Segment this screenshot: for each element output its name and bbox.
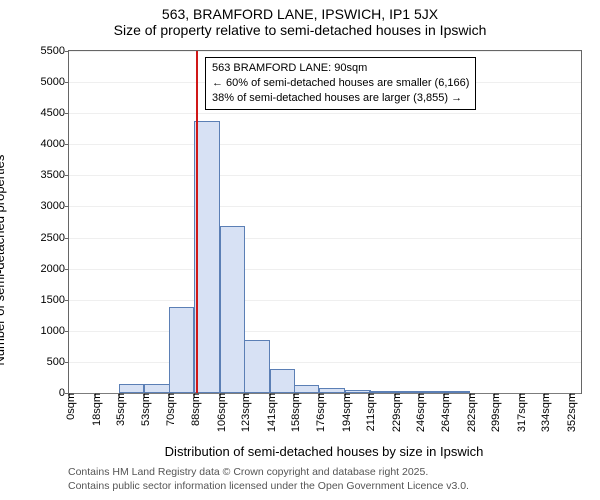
histogram-bar <box>444 391 470 393</box>
chart-container: 563, BRAMFORD LANE, IPSWICH, IP1 5JX Siz… <box>0 0 600 500</box>
xtick-label: 194sqm <box>337 393 353 432</box>
plot-area: 0500100015002000250030003500400045005000… <box>68 50 582 394</box>
histogram-bar <box>345 390 371 393</box>
histogram-bar <box>419 391 445 393</box>
xtick-label: 299sqm <box>486 393 502 432</box>
xtick-label: 106sqm <box>212 393 228 432</box>
xtick-label: 229sqm <box>387 393 403 432</box>
gridline <box>69 113 581 114</box>
annotation-box: 563 BRAMFORD LANE: 90sqm← 60% of semi-de… <box>205 57 476 110</box>
property-marker-line <box>196 51 198 393</box>
xtick-label: 88sqm <box>186 393 202 426</box>
gridline <box>69 238 581 239</box>
xtick-label: 352sqm <box>562 393 578 432</box>
ytick-label: 5500 <box>41 45 69 57</box>
xtick-label: 317sqm <box>512 393 528 432</box>
xtick-label: 334sqm <box>536 393 552 432</box>
histogram-bar <box>369 391 395 393</box>
gridline <box>69 331 581 332</box>
xtick-label: 35sqm <box>111 393 127 426</box>
chart-title-sub: Size of property relative to semi-detach… <box>0 22 600 42</box>
footer-line-2: Contains public sector information licen… <box>68 480 469 494</box>
ytick-label: 500 <box>47 356 69 368</box>
gridline <box>69 206 581 207</box>
histogram-bar <box>244 340 270 393</box>
histogram-bar <box>270 369 296 393</box>
xtick-label: 246sqm <box>411 393 427 432</box>
xtick-label: 123sqm <box>236 393 252 432</box>
histogram-bar <box>169 307 195 393</box>
histogram-bar <box>119 384 145 393</box>
xtick-label: 211sqm <box>361 393 377 431</box>
xtick-label: 158sqm <box>286 393 302 432</box>
ytick-label: 3000 <box>41 200 69 212</box>
xtick-label: 141sqm <box>262 393 278 432</box>
gridline <box>69 269 581 270</box>
gridline <box>69 144 581 145</box>
histogram-bar <box>319 388 345 393</box>
xtick-label: 176sqm <box>311 393 327 432</box>
ytick-label: 3500 <box>41 169 69 181</box>
gridline <box>69 51 581 52</box>
histogram-bar <box>144 384 170 393</box>
xtick-label: 0sqm <box>61 393 77 420</box>
xtick-label: 264sqm <box>436 393 452 432</box>
ytick-label: 1000 <box>41 325 69 337</box>
ytick-label: 4500 <box>41 107 69 119</box>
ytick-label: 1500 <box>41 294 69 306</box>
gridline <box>69 362 581 363</box>
annotation-line: 38% of semi-detached houses are larger (… <box>212 91 469 106</box>
histogram-bar <box>294 385 320 393</box>
histogram-bar <box>395 391 421 393</box>
ytick-label: 5000 <box>41 76 69 88</box>
ytick-label: 4000 <box>41 138 69 150</box>
xtick-label: 282sqm <box>462 393 478 432</box>
chart-title-main: 563, BRAMFORD LANE, IPSWICH, IP1 5JX <box>0 0 600 22</box>
histogram-bar <box>220 226 246 393</box>
gridline <box>69 300 581 301</box>
ytick-label: 2500 <box>41 232 69 244</box>
y-axis-title: Number of semi-detached properties <box>0 155 7 366</box>
xtick-label: 53sqm <box>136 393 152 426</box>
ytick-label: 2000 <box>41 263 69 275</box>
annotation-line: ← 60% of semi-detached houses are smalle… <box>212 76 469 91</box>
gridline <box>69 175 581 176</box>
xtick-label: 18sqm <box>87 393 103 426</box>
annotation-line: 563 BRAMFORD LANE: 90sqm <box>212 61 469 76</box>
x-axis-title: Distribution of semi-detached houses by … <box>68 444 580 459</box>
chart-footer: Contains HM Land Registry data © Crown c… <box>68 466 469 493</box>
xtick-label: 70sqm <box>161 393 177 426</box>
footer-line-1: Contains HM Land Registry data © Crown c… <box>68 466 469 480</box>
